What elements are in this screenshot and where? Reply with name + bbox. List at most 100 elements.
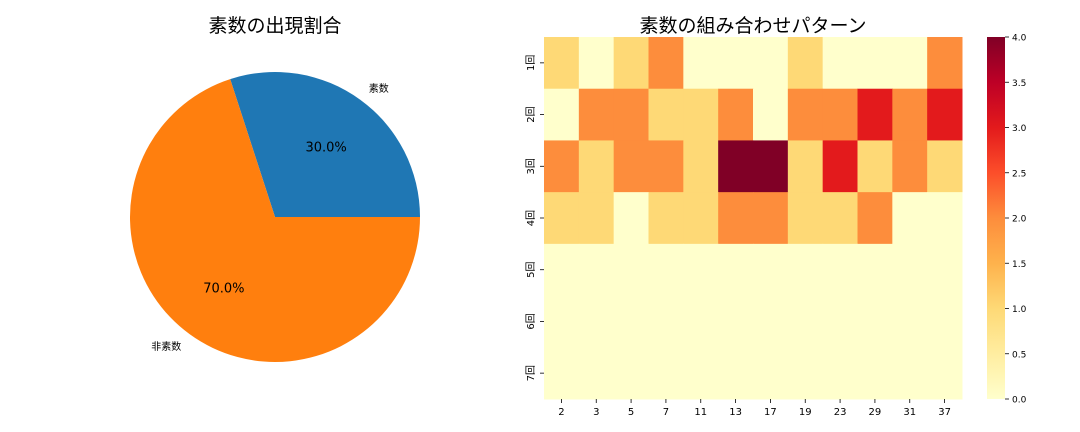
heatmap-cell xyxy=(718,192,754,245)
heatmap-cell xyxy=(927,192,963,245)
x-tick-label: 3 xyxy=(593,407,599,418)
y-tick-label: 5回 xyxy=(525,262,537,278)
heatmap-cell xyxy=(857,243,893,297)
heatmap-cell xyxy=(822,192,858,245)
heatmap-cell xyxy=(787,88,824,141)
heatmap-cell xyxy=(613,243,649,297)
heatmap-cell xyxy=(892,37,928,90)
heatmap-cell xyxy=(578,37,615,90)
colorbar-tick-label: 0.0 xyxy=(1012,396,1027,406)
pie-percent-label: 30.0% xyxy=(305,141,346,156)
heatmap-cell xyxy=(927,37,963,90)
heatmap-cell xyxy=(613,347,649,400)
heatmap-cell xyxy=(544,295,580,348)
heatmap-title: 素数の組み合わせパターン xyxy=(639,15,867,37)
heatmap-cell xyxy=(753,37,789,90)
heatmap-cell xyxy=(648,37,684,90)
heatmap-cell xyxy=(822,88,858,141)
colorbar-tick-label: 3.0 xyxy=(1012,124,1027,134)
heatmap-cell xyxy=(613,37,649,90)
heatmap-cell xyxy=(892,295,928,348)
heatmap-cell xyxy=(927,88,963,141)
heatmap-cell xyxy=(857,88,893,141)
heatmap-cell xyxy=(718,295,754,348)
heatmap-cell xyxy=(683,88,719,141)
x-tick-label: 29 xyxy=(869,407,882,418)
heatmap-cell xyxy=(892,88,928,141)
x-tick-label: 13 xyxy=(729,407,742,418)
colorbar-tick-label: 1.0 xyxy=(1012,305,1027,315)
heatmap-cell xyxy=(753,295,789,348)
colorbar-tick-label: 1.5 xyxy=(1012,260,1026,270)
y-tick-label: 3回 xyxy=(525,158,537,174)
heatmap-cell xyxy=(822,295,858,348)
heatmap-cell xyxy=(578,140,615,193)
heatmap-cell xyxy=(578,347,615,400)
y-tick-label: 6回 xyxy=(525,313,537,329)
colorbar: 0.0 0.5 1.0 1.5 2.0 2.5 3.0 3.5 4.0 xyxy=(987,34,1027,406)
x-tick-label: 11 xyxy=(694,407,707,418)
x-tick-label: 7 xyxy=(663,407,669,418)
heatmap-cell xyxy=(544,37,580,90)
heatmap-cell xyxy=(648,295,684,348)
heatmap-cell xyxy=(787,243,824,297)
y-tick-label: 7回 xyxy=(525,365,537,381)
heatmap-cell xyxy=(892,192,928,245)
x-tick-label: 37 xyxy=(938,407,951,418)
heatmap-cell xyxy=(927,347,963,400)
heatmap-cell xyxy=(648,88,684,141)
pie-slice-prime xyxy=(230,72,420,217)
x-tick-label: 2 xyxy=(558,407,564,418)
heatmap-cell xyxy=(683,140,719,193)
heatmap-cell xyxy=(927,140,963,193)
colorbar-tick-label: 0.5 xyxy=(1012,350,1026,360)
heatmap-cell xyxy=(822,243,858,297)
heatmap-cell xyxy=(822,347,858,400)
heatmap-cell xyxy=(578,88,615,141)
heatmap-cell xyxy=(544,140,580,193)
heatmap-cell xyxy=(683,347,719,400)
pie-slice-label: 非素数 xyxy=(151,340,181,353)
heatmap-cell xyxy=(613,140,649,193)
heatmap-cell xyxy=(648,243,684,297)
heatmap-cell xyxy=(753,192,789,245)
x-tick-label: 31 xyxy=(903,407,916,418)
colorbar-bar xyxy=(987,37,1005,399)
heatmap-cell xyxy=(683,192,719,245)
heatmap-cell xyxy=(857,347,893,400)
heatmap-cell xyxy=(718,88,754,141)
heatmap-cell xyxy=(683,295,719,348)
heatmap-cell xyxy=(718,347,754,400)
heatmap-cell xyxy=(648,140,684,193)
heatmap-cell xyxy=(683,243,719,297)
heatmap-cell xyxy=(544,88,580,141)
heatmap-cell xyxy=(578,243,615,297)
colorbar-tick-label: 4.0 xyxy=(1012,34,1027,44)
pie-slice-nonprime xyxy=(129,79,420,362)
heatmap-cell xyxy=(857,140,893,193)
y-tick-label: 2回 xyxy=(525,106,537,122)
heatmap-cell xyxy=(753,243,789,297)
heatmap-cell xyxy=(927,295,963,348)
pie-slice-label: 素数 xyxy=(369,82,389,95)
y-tick-label: 1回 xyxy=(525,55,537,71)
colorbar-tick-label: 2.5 xyxy=(1012,169,1026,179)
x-tick-label: 23 xyxy=(834,407,847,418)
x-tick-label: 19 xyxy=(799,407,812,418)
heatmap-cell xyxy=(787,192,824,245)
heatmap-cell xyxy=(787,347,824,400)
heatmap-cell xyxy=(857,295,893,348)
heatmap-cell xyxy=(892,347,928,400)
y-tick-label: 4回 xyxy=(525,210,537,226)
pie-chart: 30.0% 素数 70.0% 非素数 xyxy=(129,72,420,362)
heatmap-cell xyxy=(648,192,684,245)
heatmap-cell xyxy=(578,295,615,348)
pie-chart-title: 素数の出現割合 xyxy=(208,15,342,37)
heatmap-cell xyxy=(718,37,754,90)
heatmap-cell xyxy=(857,37,893,90)
heatmap-cell xyxy=(892,140,928,193)
heatmap-cell xyxy=(753,347,789,400)
heatmap-cell xyxy=(613,295,649,348)
